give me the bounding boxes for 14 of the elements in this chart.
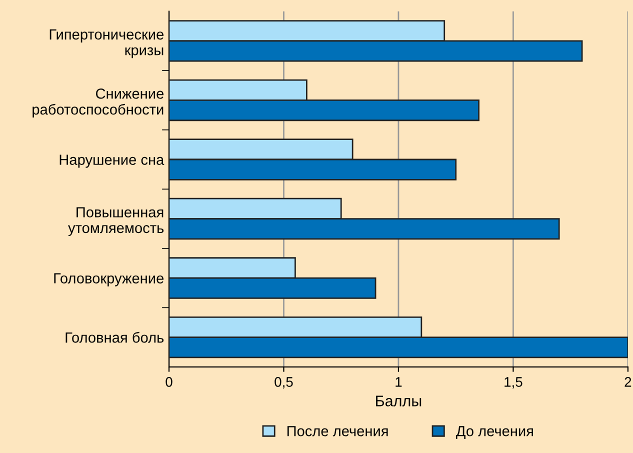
legend-label: До лечения [456,426,533,440]
text: 1,5 [504,377,522,388]
y-tick-label: Повышенная утомляемость [68,207,164,236]
y-tick-label: Головокружение [54,273,164,286]
legend-label: После лечения [287,426,388,436]
y-tick-label: Головная боль [66,332,164,343]
y-tick-label: Нарушение сна [60,154,164,168]
y-tick-label: Снижение работоспособности [32,88,164,118]
y-tick-label: Гипертонические кризы [50,29,164,58]
x-tick-label: 1 [396,377,402,387]
text: 0,5 [274,377,293,388]
x-tick-label: 0 [166,377,172,387]
x-tick-label: 2 [624,377,632,387]
x-axis-title: Баллы [376,396,422,406]
